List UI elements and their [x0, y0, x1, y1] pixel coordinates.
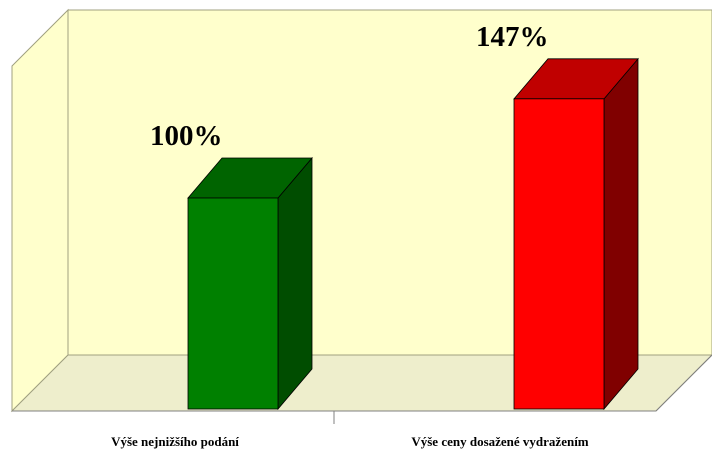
bar-2-front: [513, 98, 605, 410]
bars-layer: [187, 57, 639, 411]
floor-right-edge: [655, 354, 712, 412]
data-label-2: 147%: [476, 21, 549, 53]
category-label-2: Výše ceny dosažené vydražením: [411, 434, 588, 449]
data-label-1: 100%: [150, 120, 223, 152]
labels-layer: 100% Výše nejnižšího podání 147% Výše ceny …: [111, 21, 589, 449]
chart-side-wall: [11, 8, 69, 413]
category-label-1: Výše nejnižšího podání: [111, 434, 239, 449]
bar-1-side: [277, 156, 313, 411]
bar-2: [513, 57, 639, 411]
bar-2-side: [603, 57, 639, 411]
bar-1-front: [187, 197, 279, 410]
bar-1: [187, 156, 313, 411]
